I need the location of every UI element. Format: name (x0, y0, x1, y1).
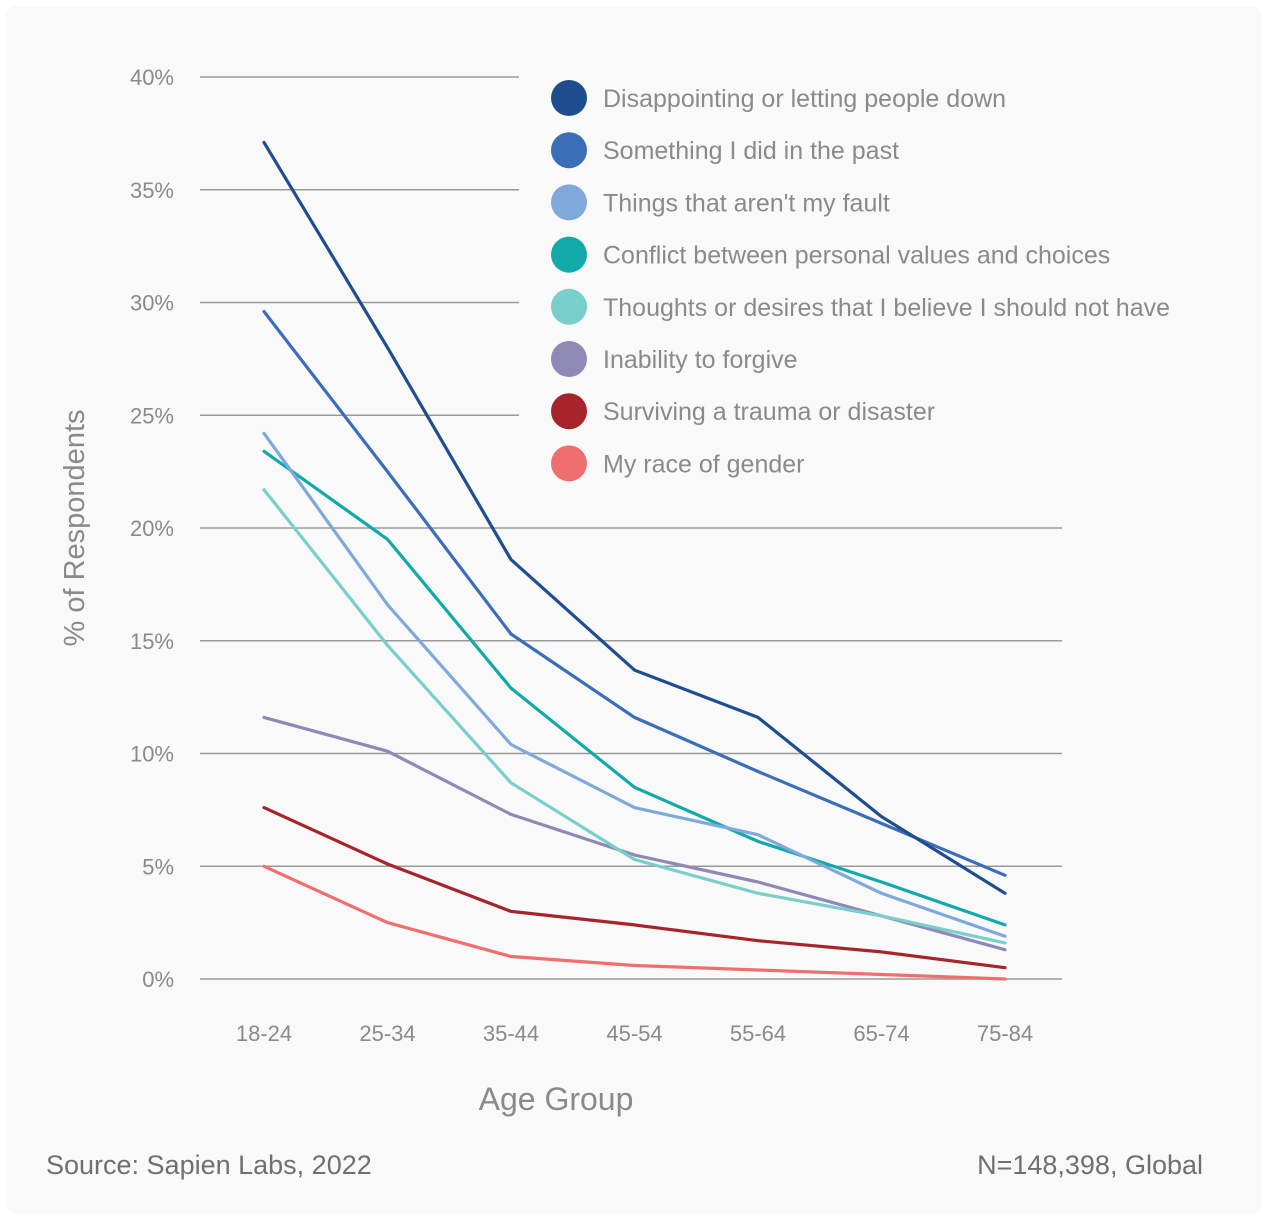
legend-label: Surviving a trauma or disaster (603, 398, 935, 426)
y-tick-label: 20% (130, 516, 174, 541)
x-tick-label: 75-84 (977, 1021, 1033, 1046)
y-tick-label: 25% (130, 403, 174, 428)
chart-panel (6, 6, 1261, 1213)
y-tick-label: 5% (142, 854, 174, 879)
legend-swatch (551, 236, 587, 273)
y-tick-label: 10% (130, 742, 174, 767)
y-tick-label: 35% (130, 178, 174, 203)
sample-size-note: N=148,398, Global (977, 1150, 1203, 1180)
legend-swatch (551, 445, 587, 482)
y-tick-label: 15% (130, 629, 174, 654)
legend-swatch (551, 341, 587, 377)
series-line-something-i-did-in-the-past (262, 309, 1007, 877)
series-line-inability-to-forgive (262, 715, 1007, 952)
x-axis-ticks: 18-24 25-34 35-44 45-54 55-64 65-74 75-84 (236, 1021, 1033, 1046)
legend: Disappointing or letting people down Some… (551, 80, 1170, 482)
series-line-things-that-aren-t-my-fault (262, 431, 1007, 938)
legend-swatch (551, 184, 587, 221)
y-tick-label: 0% (142, 967, 174, 992)
series-line-disappointing-or-letting-people-down (262, 140, 1007, 895)
legend-swatch (551, 132, 587, 169)
y-axis-ticks: 0% 5% 10% 15% 20% 25% 30% 35% 40% (130, 65, 174, 992)
legend-swatch (551, 288, 587, 325)
x-tick-label: 45-54 (606, 1021, 662, 1046)
legend-label: Something I did in the past (603, 137, 899, 165)
source-note: Source: Sapien Labs, 2022 (46, 1150, 372, 1180)
series-lines (262, 140, 1007, 981)
series-line-conflict-between-personal-values-and-choices (262, 449, 1007, 927)
x-tick-label: 65-74 (853, 1021, 909, 1046)
x-tick-label: 25-34 (359, 1021, 415, 1046)
gridlines (200, 76, 1062, 980)
y-tick-label: 40% (130, 65, 174, 90)
legend-label: My race of gender (603, 450, 805, 478)
series-line-thoughts-or-desires-that-i-believe-i-should-not-have (262, 488, 1007, 945)
legend-label: Disappointing or letting people down (603, 85, 1006, 113)
y-axis-title: % of Respondents (59, 410, 91, 647)
x-axis-title: Age Group (479, 1081, 634, 1117)
x-tick-label: 35-44 (483, 1021, 539, 1046)
legend-label: Thoughts or desires that I believe I sho… (603, 294, 1170, 322)
series-line-my-race-of-gender (262, 864, 1007, 981)
y-tick-label: 30% (130, 291, 174, 316)
legend-swatch (551, 80, 587, 116)
series-line-surviving-a-trauma-or-disaster (262, 805, 1007, 970)
legend-label: Inability to forgive (603, 346, 798, 374)
legend-label: Conflict between personal values and cho… (603, 242, 1110, 270)
x-tick-label: 55-64 (730, 1021, 786, 1046)
x-tick-label: 18-24 (236, 1021, 292, 1046)
legend-label: Things that aren't my fault (603, 189, 890, 217)
legend-swatch (551, 393, 587, 430)
